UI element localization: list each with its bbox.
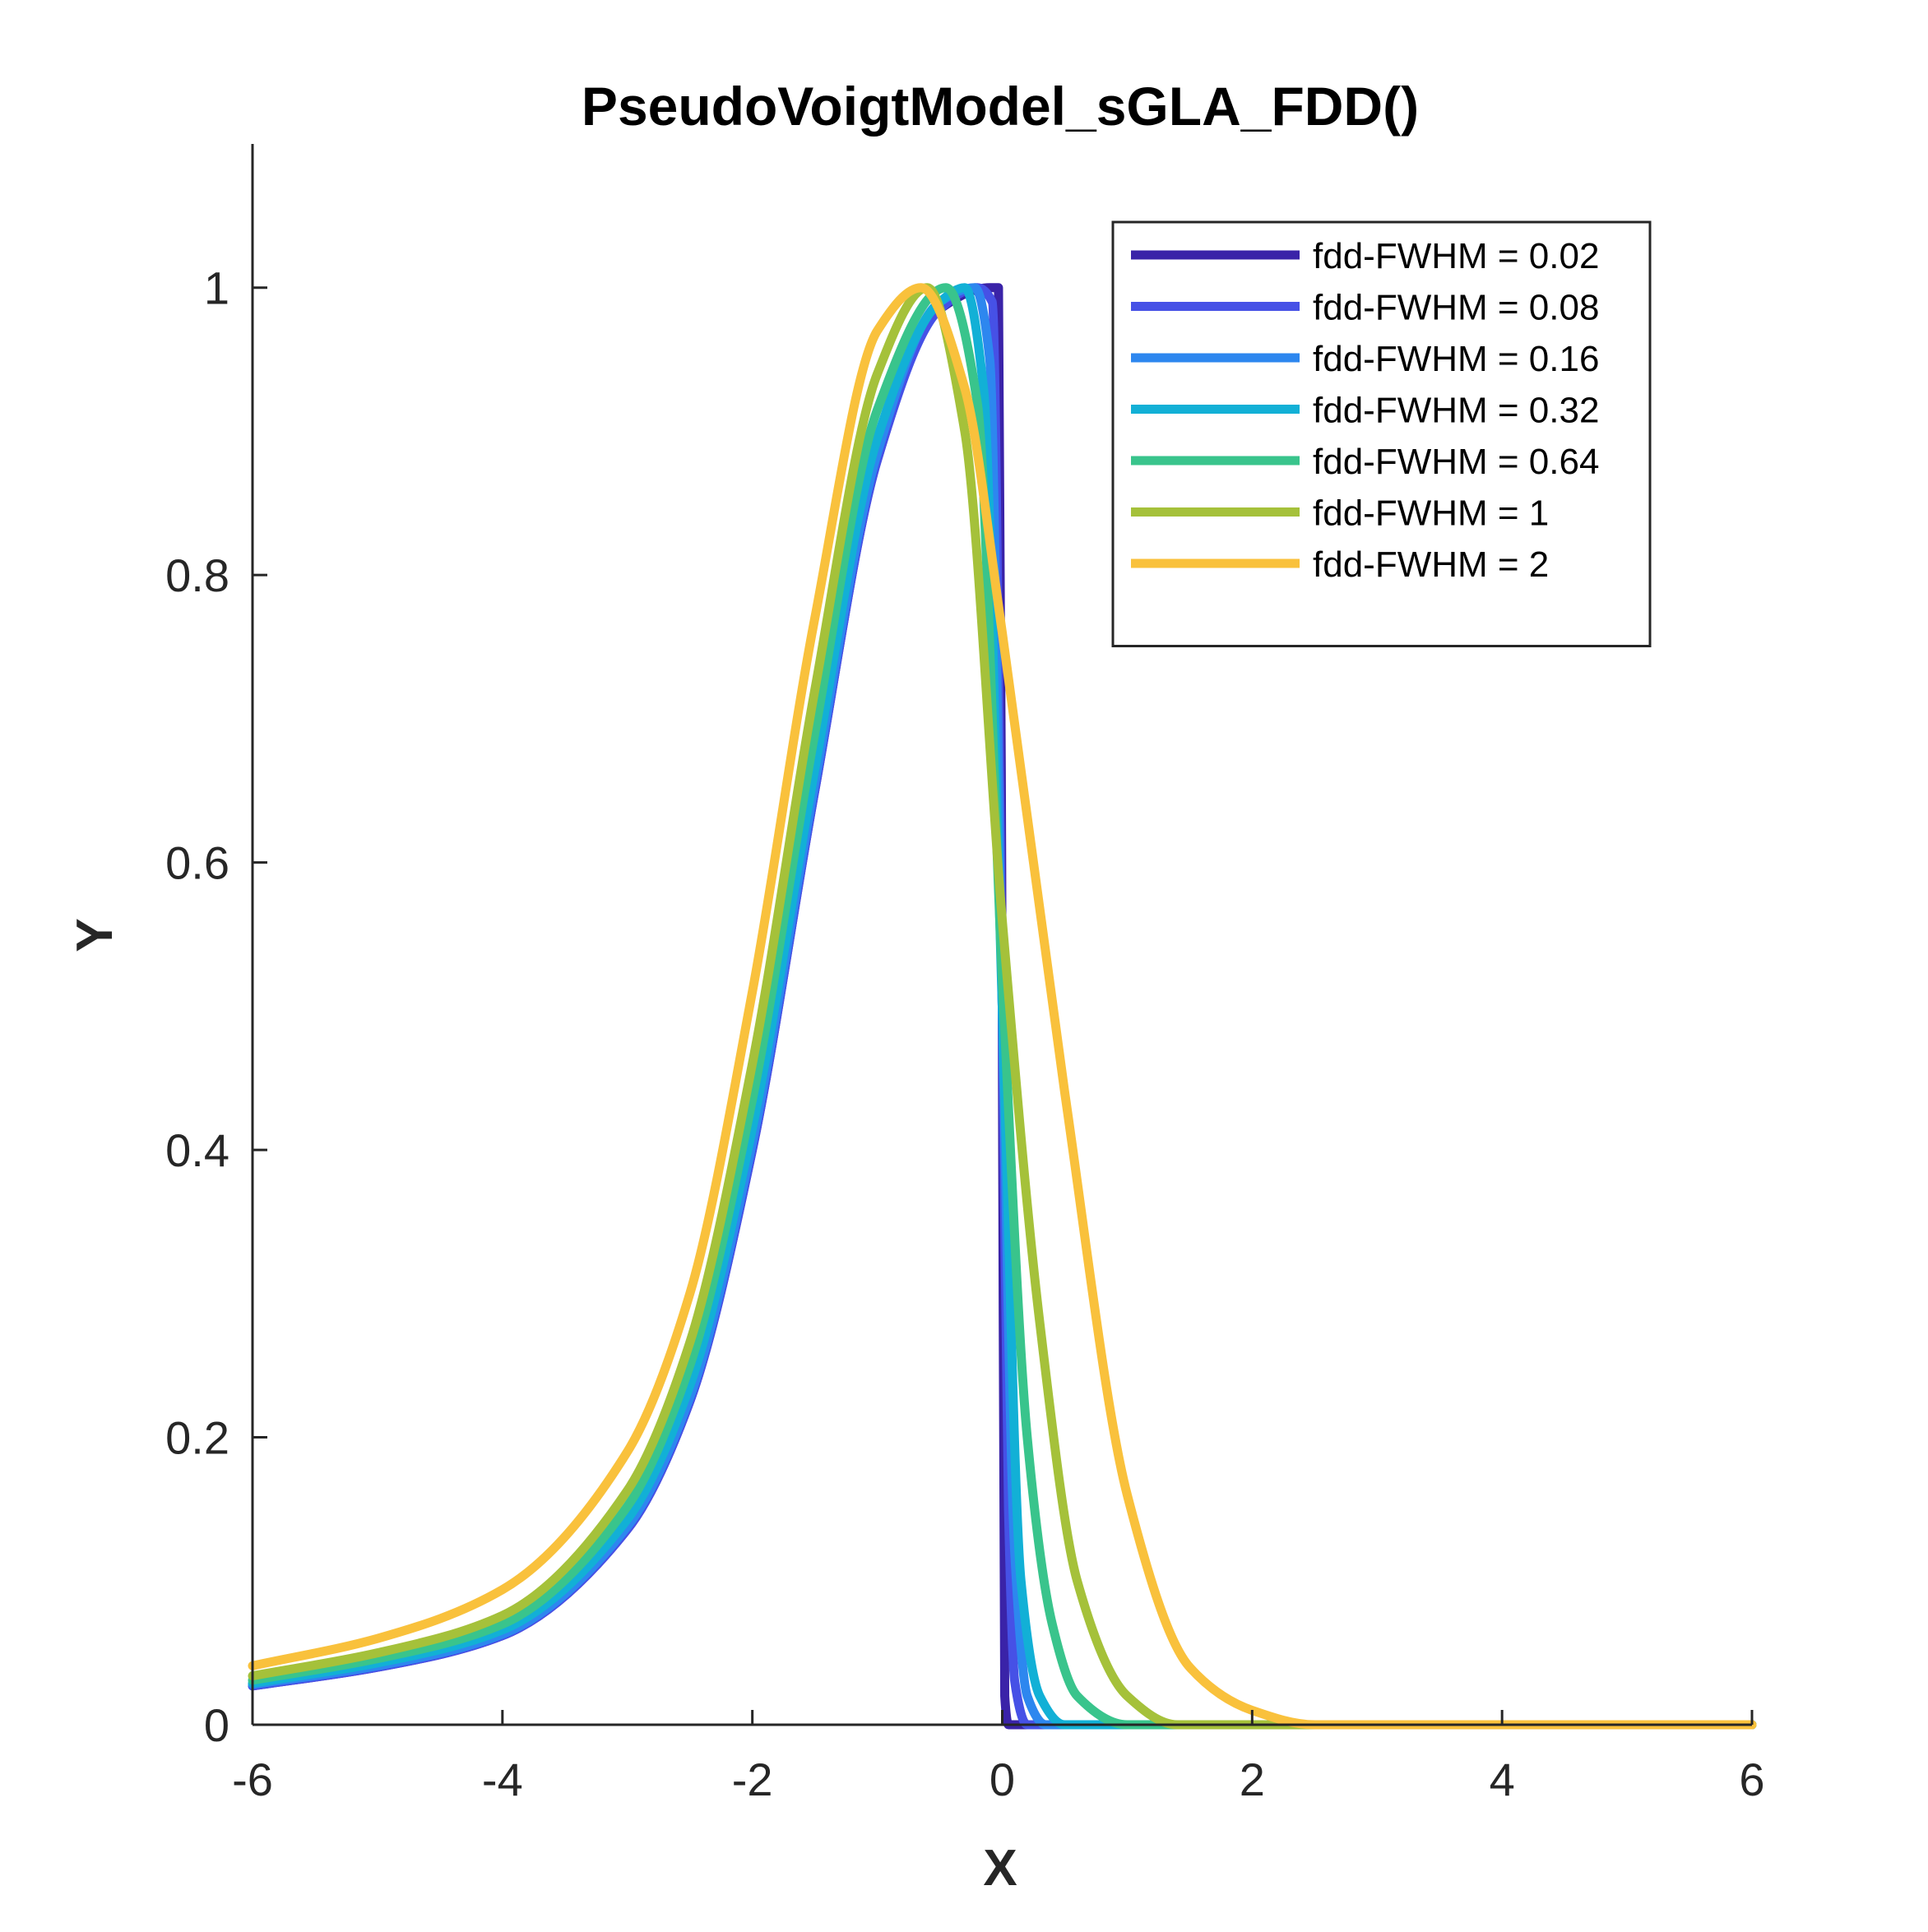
y-tick-label: 0 bbox=[204, 1699, 229, 1751]
legend-label: fdd-FWHM = 2 bbox=[1313, 544, 1549, 585]
ticks: -6 -4 -2 0 2 4 6 0 0.2 0.4 0.6 0.8 1 bbox=[165, 262, 1764, 1805]
x-tick-label: 6 bbox=[1739, 1754, 1764, 1805]
plot-lines bbox=[248, 283, 1757, 1730]
legend-label: fdd-FWHM = 0.08 bbox=[1313, 288, 1599, 328]
y-axis-label: Y bbox=[67, 918, 123, 952]
legend-label: fdd-FWHM = 0.16 bbox=[1313, 339, 1599, 379]
legend-label: fdd-FWHM = 1 bbox=[1313, 493, 1549, 534]
series-line-6 bbox=[248, 283, 1757, 1730]
x-tick-label: 2 bbox=[1240, 1754, 1265, 1805]
y-tick-label: 0.2 bbox=[165, 1412, 229, 1464]
legend-label: fdd-FWHM = 0.02 bbox=[1313, 236, 1599, 276]
x-tick-label: -4 bbox=[482, 1754, 523, 1805]
legend-label: fdd-FWHM = 0.32 bbox=[1313, 391, 1599, 431]
y-tick-label: 0.8 bbox=[165, 549, 229, 601]
x-tick-label: 0 bbox=[989, 1754, 1015, 1805]
chart-title: PseudoVoigtModel_sGLA_FDD() bbox=[582, 76, 1419, 137]
x-tick-label: -6 bbox=[232, 1754, 273, 1805]
legend-box bbox=[1111, 220, 1652, 647]
y-tick-label: 0.4 bbox=[165, 1124, 229, 1176]
legend: fdd-FWHM = 0.02 fdd-FWHM = 0.08 fdd-FWHM =… bbox=[1111, 220, 1652, 647]
y-tick-label: 0.6 bbox=[165, 837, 229, 889]
legend-label: fdd-FWHM = 0.64 bbox=[1313, 442, 1599, 482]
x-axis-label: X bbox=[983, 1840, 1017, 1897]
y-tick-label: 1 bbox=[204, 262, 229, 314]
series-line-3 bbox=[248, 283, 1757, 1730]
x-tick-label: 4 bbox=[1490, 1754, 1515, 1805]
x-tick-label: -2 bbox=[732, 1754, 773, 1805]
